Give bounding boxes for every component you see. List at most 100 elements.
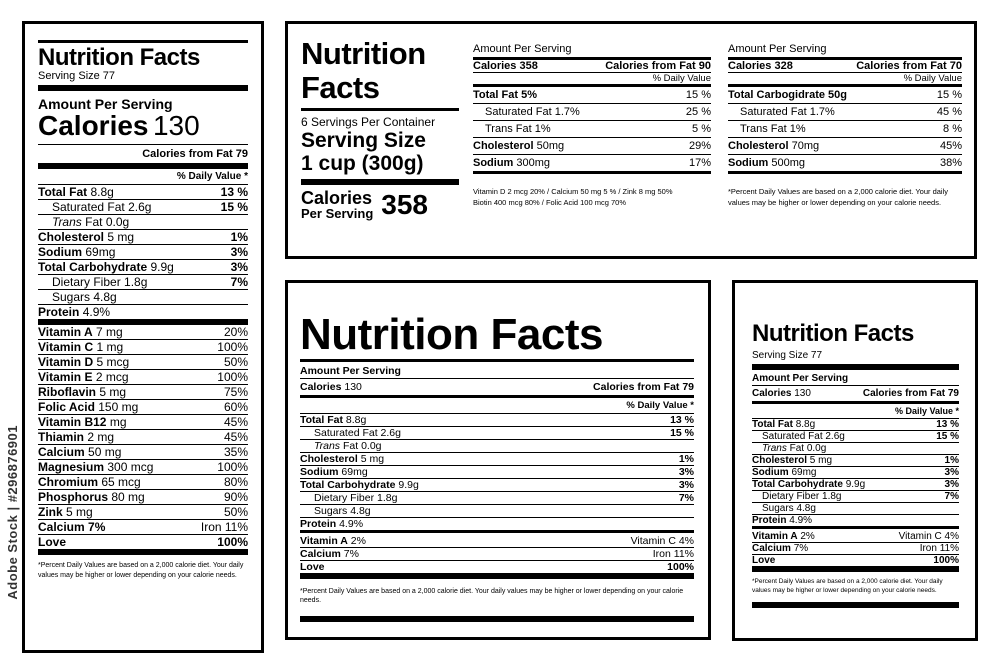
vitamin-row: Vitamin C 1 mg 100%: [38, 340, 248, 356]
nutrient-row: Total Carbohydrate 9.9g 3%: [300, 479, 694, 492]
stock-watermark: Adobe Stock | #296876901: [5, 425, 20, 600]
calories-row: Calories 358 Calories from Fat 90: [473, 60, 711, 73]
nutrient-row: Saturated Fat 2.6g 15 %: [300, 427, 694, 440]
vitamin-row: Zink 5 mg 50%: [38, 505, 248, 521]
vitamin-row: Phosphorus 80 mg 90%: [38, 490, 248, 506]
nutrient-row: Sodium 500mg 38%: [728, 155, 962, 174]
nutrient-row: Total Fat 5% 15 %: [473, 87, 711, 104]
nutrient-row: Dietary Fiber 1.8g 7%: [300, 492, 694, 505]
amount-per-serving: Amount Per Serving: [473, 43, 711, 60]
footnote: *Percent Daily Values are based on a 2,0…: [300, 588, 684, 605]
nutrient-row: Cholesterol 50mg 29%: [473, 138, 711, 155]
label-title-line1: Nutrition: [301, 36, 426, 71]
daily-value-header: % Daily Value: [728, 73, 962, 87]
nutrient-row: Saturated Fat 1.7% 45 %: [728, 104, 962, 121]
nutrient-row: Sugars 4.8g: [300, 505, 694, 518]
nutrition-label-tall: Nutrition Facts Serving Size 77 Amount P…: [22, 21, 264, 653]
nutrient-row: Cholesterol 5 mg 1%: [300, 453, 694, 466]
nutrient-row: Dietary Fiber 1.8g 7%: [752, 491, 959, 503]
calories-value: 358: [381, 188, 428, 220]
calories-row: Calories 328 Calories from Fat 70: [728, 60, 962, 73]
label-title-line2: Facts: [301, 70, 459, 111]
nutrient-row: Protein 4.9%: [752, 515, 959, 529]
nutrient-row: Saturated Fat 2.6g 15 %: [752, 431, 959, 443]
vitamin-row: Vitamin A 2% Vitamin C 4%: [300, 535, 694, 548]
vitamin-row: Vitamin D 5 mcg 50%: [38, 355, 248, 371]
label-title: Nutrition Facts: [752, 320, 914, 347]
vitamin-row: Vitamin E 2 mcg 100%: [38, 370, 248, 386]
nutrition-label-medium: Nutrition Facts Amount Per Serving Calor…: [285, 280, 711, 640]
calories-line: Calories 130: [38, 110, 248, 146]
nutrient-row: Total Carbohydrate 9.9g 3%: [38, 260, 248, 276]
nutrient-row: Protein 4.9%: [300, 518, 694, 533]
calories-label: Calories: [38, 110, 149, 142]
calories-value: 130: [152, 110, 200, 142]
vitamin-row: Folic Acid 150 mg 60%: [38, 400, 248, 416]
nutrient-row: Trans Fat 0.0g: [38, 215, 248, 231]
calories-per-serving: Calories Per Serving 358: [301, 188, 428, 222]
vitamin-row: Calcium 50 mg 35%: [38, 445, 248, 461]
nutrient-row: Saturated Fat 1.7% 25 %: [473, 104, 711, 121]
label-title: Nutrition Facts: [38, 44, 200, 71]
footnote: *Percent Daily Values are based on a 2,0…: [752, 578, 943, 594]
daily-value-header: % Daily Value *: [752, 404, 959, 419]
nutrition-label-small: Nutrition Facts Serving Size 77 Amount P…: [732, 280, 978, 641]
nutrient-row: Total Fat 8.8g 13 %: [300, 414, 694, 427]
bottom-rule: [300, 615, 694, 622]
servings-per-container: 6 Servings Per Container: [301, 114, 436, 129]
footnote: *Percent Daily Values are based on a 2,0…: [38, 562, 244, 579]
nutrient-row: Total Carbohydrate 9.9g 3%: [752, 479, 959, 491]
nutrient-row: Cholesterol 70mg 45%: [728, 138, 962, 155]
vitamin-row: Vitamin A 2% Vitamin C 4%: [752, 531, 959, 543]
amount-per-serving: Amount Per Serving: [300, 362, 694, 379]
nutrient-row: Trans Fat 1% 8 %: [728, 121, 962, 138]
love-row: Love 100%: [38, 535, 248, 556]
serving-size: Serving Size 77: [752, 346, 959, 370]
nutrient-row: Sodium 69mg 3%: [300, 466, 694, 479]
vitamin-row: Chromium 65 mcg 80%: [38, 475, 248, 491]
nutrient-row: Total Fat 8.8g 13 %: [752, 419, 959, 431]
nutrient-row: Sodium 69mg 3%: [38, 245, 248, 261]
nutrient-row: Total Fat 8.8g 13 %: [38, 185, 248, 201]
daily-value-header: % Daily Value *: [300, 398, 694, 414]
nutrient-row: Sugars 4.8g: [752, 503, 959, 515]
daily-value-header: % Daily Value *: [38, 169, 248, 186]
nutrient-row: Trans Fat 0.0g: [300, 440, 694, 453]
calories-row: Calories 130 Calories from Fat 79: [300, 379, 694, 398]
amount-per-serving: Amount Per Serving: [752, 370, 959, 386]
mineral-row: Calcium 7% Iron 11%: [300, 548, 694, 561]
vitamin-row: Vitamin B12 mg 45%: [38, 415, 248, 431]
amount-per-serving: Amount Per Serving: [728, 43, 962, 60]
amount-per-serving: Amount Per Serving: [38, 96, 173, 113]
nutrient-row: Protein 4.9%: [38, 305, 248, 326]
nutrient-row: Trans Fat 0.0g: [752, 443, 959, 455]
love-row: Love 100%: [752, 555, 959, 572]
serving-size: Serving Size 77: [38, 70, 248, 92]
nutrient-row: Trans Fat 1% 5 %: [473, 121, 711, 138]
serving-size-label: Serving Size: [301, 128, 426, 152]
footnote: *Percent Daily Values are based on a 2,0…: [728, 187, 949, 208]
vitamin-row: Riboflavin 5 mg 75%: [38, 385, 248, 401]
nutrient-row: Total Carbogidrate 50g 15 %: [728, 87, 962, 104]
nutrient-row: Cholesterol 5 mg 1%: [752, 455, 959, 467]
label-title: Nutrition Facts: [300, 313, 694, 362]
love-row: Love 100%: [300, 561, 694, 579]
calories-from-fat: Calories from Fat 79: [38, 145, 248, 170]
vitamin-summary: Vitamin D 2 mcg 20% / Calcium 50 mg 5 % …: [473, 187, 673, 208]
nutrition-label-wide: Nutrition Facts 6 Servings Per Container…: [285, 21, 977, 259]
nutrient-row: Sodium 300mg 17%: [473, 155, 711, 174]
vitamin-row: Magnesium 300 mcg 100%: [38, 460, 248, 476]
nutrient-row: Saturated Fat 2.6g 15 %: [38, 200, 248, 216]
vitamin-row: Thiamin 2 mg 45%: [38, 430, 248, 446]
nutrient-row: Cholesterol 5 mg 1%: [38, 230, 248, 246]
mineral-row: Calcium 7% Iron 11%: [752, 543, 959, 555]
daily-value-header: % Daily Value: [473, 73, 711, 87]
vitamin-list: Vitamin A 7 mg 20% Vitamin C 1 mg 100% Vitam…: [38, 325, 248, 521]
calcium-iron-row: Calcium 7% Iron 11%: [38, 520, 248, 536]
bottom-rule: [752, 601, 959, 608]
nutrient-row: Sodium 69mg 3%: [752, 467, 959, 479]
nutrient-row: Dietary Fiber 1.8g 7%: [38, 275, 248, 291]
nutrient-row: Sugars 4.8g: [38, 290, 248, 306]
calories-row: Calories 130 Calories from Fat 79: [752, 386, 959, 404]
serving-size-value: 1 cup (300g): [301, 152, 459, 185]
